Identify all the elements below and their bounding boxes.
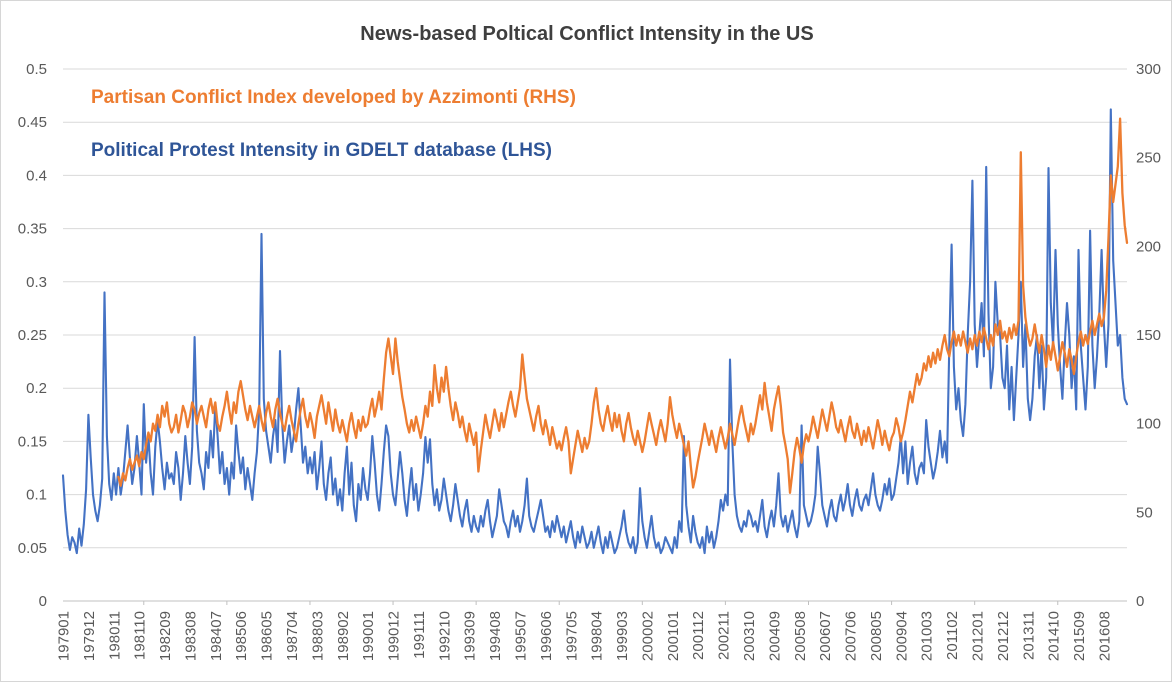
x-axis-tick-label: 200101 — [665, 611, 682, 661]
x-axis-tick-label: 199804 — [589, 611, 606, 661]
chart-title: News-based Poltical Conflict Intensity i… — [360, 23, 813, 45]
x-axis-tick-label: 199408 — [487, 611, 504, 661]
x-axis-tick-label: 198308 — [182, 611, 199, 661]
x-axis-tick-label: 199309 — [462, 611, 479, 661]
x-axis-tick-label: 200904 — [893, 611, 910, 661]
x-axis-tick-label: 200002 — [639, 611, 656, 661]
legend-protest-intensity-label: Political Protest Intensity in GDELT dat… — [91, 140, 552, 161]
x-axis-tick-label: 199606 — [538, 611, 555, 661]
x-axis-tick-label: 200508 — [792, 611, 809, 661]
x-axis-tick-label: 201311 — [1020, 611, 1037, 660]
x-axis-tick-label: 199001 — [360, 611, 377, 661]
right-axis-tick-label: 200 — [1136, 238, 1161, 255]
x-axis-tick-label: 200112 — [690, 611, 707, 660]
left-axis-tick-label: 0.4 — [26, 167, 47, 184]
x-axis-tick-label: 201509 — [1071, 611, 1088, 661]
left-axis-tick-label: 0 — [39, 593, 47, 610]
left-axis-tick-label: 0.15 — [18, 433, 47, 450]
axis-labels: 0.5 0.45 0.4 0.35 0.3 0.25 0.2 0.15 0.1 0.05 0 300 2… — [18, 61, 1161, 661]
left-axis-tick-label: 0.1 — [26, 487, 47, 504]
left-axis-tick-label: 0.35 — [18, 221, 47, 238]
x-axis-tick-label: 199903 — [614, 611, 631, 661]
x-axis-tick-label: 199111 — [411, 611, 428, 659]
right-axis-tick-label: 100 — [1136, 416, 1161, 433]
series-lines — [61, 108, 1129, 555]
x-axis-tick-label: 198407 — [208, 611, 225, 661]
x-axis-tick-label: 198902 — [335, 611, 352, 661]
right-axis-tick-label: 0 — [1136, 593, 1144, 610]
x-axis-tick-label: 200706 — [843, 611, 860, 661]
x-axis-tick-label: 201003 — [919, 611, 936, 661]
left-axis-tick-label: 0.5 — [26, 61, 47, 78]
gdelt-protest-line — [61, 108, 1129, 555]
x-axis-tick-label: 200607 — [817, 611, 834, 661]
right-axis-tick-label: 250 — [1136, 150, 1161, 167]
left-axis-tick-label: 0.05 — [18, 540, 47, 557]
x-axis-tick-label: 199507 — [512, 611, 529, 661]
x-axis-tick-label: 199705 — [563, 611, 580, 661]
x-axis-tick-label: 198605 — [259, 611, 276, 661]
x-axis-tick-label: 198110 — [132, 611, 149, 660]
x-axis-tick-label: 200409 — [766, 611, 783, 661]
left-axis-tick-label: 0.3 — [26, 274, 47, 291]
x-axis-tick-label: 197901 — [56, 611, 73, 661]
x-axis-tick-label: 200310 — [741, 611, 758, 661]
x-axis-tick-label: 200805 — [868, 611, 885, 661]
right-axis-tick-label: 50 — [1136, 504, 1153, 521]
x-axis-tick-label: 199012 — [386, 611, 403, 661]
x-axis-tick-label: 201410 — [1046, 611, 1063, 661]
x-axis-tick-label: 201201 — [969, 611, 986, 661]
x-axis-tick-label: 198506 — [233, 611, 250, 661]
x-axis-tick-label: 198704 — [284, 611, 301, 661]
x-axis-tick-label: 201608 — [1096, 611, 1113, 661]
x-axis-tick-label: 197912 — [81, 611, 98, 661]
left-axis-tick-label: 0.45 — [18, 114, 47, 131]
x-axis-tick-label: 198011 — [106, 611, 123, 660]
right-axis-tick-label: 300 — [1136, 61, 1161, 78]
x-axis-tick-label: 200211 — [716, 611, 733, 660]
x-axis-tick-label: 199210 — [436, 611, 453, 661]
right-axis-tick-label: 150 — [1136, 327, 1161, 344]
x-axis-tick-label: 201212 — [995, 611, 1012, 661]
partisan-conflict-line — [117, 117, 1129, 494]
x-axis-tick-label: 201102 — [944, 611, 961, 660]
legend-partisan-conflict-label: Partisan Conflict Index developed by Azz… — [91, 87, 576, 108]
left-axis-tick-label: 0.25 — [18, 327, 47, 344]
x-axis-tick-label: 198209 — [157, 611, 174, 661]
left-axis-tick-label: 0.2 — [26, 380, 47, 397]
x-axis-tick-label: 198803 — [309, 611, 326, 661]
